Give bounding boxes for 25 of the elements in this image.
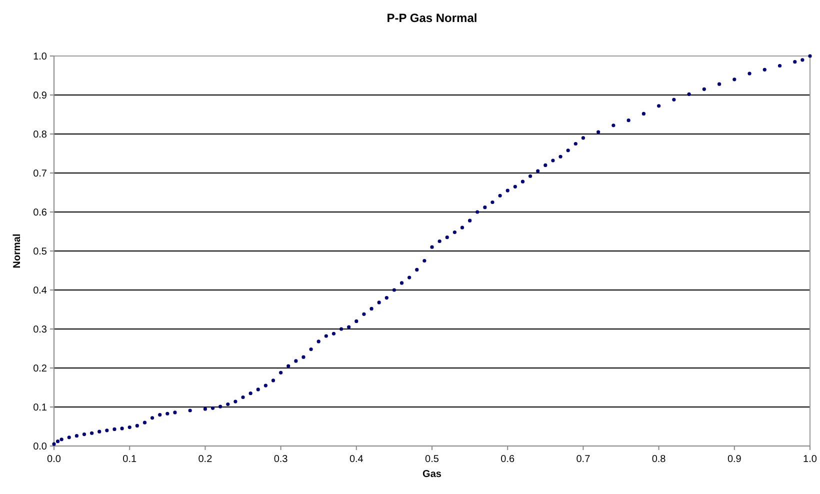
x-tick-label: 0.6 [500,454,515,465]
y-tick-label: 0.0 [33,442,48,452]
y-axis-title: Normal [12,234,23,268]
y-tick-label: 0.5 [33,246,48,258]
y-tick-label: 0.8 [33,130,48,140]
x-axis-title: Gas [422,469,442,480]
x-tick-label: 0.4 [349,454,364,465]
x-tick-label: 0.8 [652,454,666,465]
y-tick-label: 1.0 [33,52,48,62]
x-tick-label: 0.9 [727,454,742,465]
y-tick-label: 0.9 [33,90,48,102]
y-tick-label: 0.6 [33,208,48,218]
x-tick-label: 0.1 [122,454,137,465]
x-tick-label: 0.3 [274,454,288,465]
x-tick-label: 0.0 [47,454,62,465]
y-tick-label: 0.1 [33,402,48,414]
x-tick-label: 0.5 [425,454,440,465]
y-tick-label: 0.3 [33,324,48,336]
x-tick-label: 0.2 [198,454,213,465]
y-tick-label: 0.7 [33,168,48,180]
y-tick-label: 0.2 [33,364,48,374]
chart-title: P-P Gas Normal [386,11,478,25]
x-tick-label: 0.7 [576,454,591,465]
x-tick-label: 1.0 [803,454,818,465]
y-tick-label: 0.4 [33,286,48,296]
